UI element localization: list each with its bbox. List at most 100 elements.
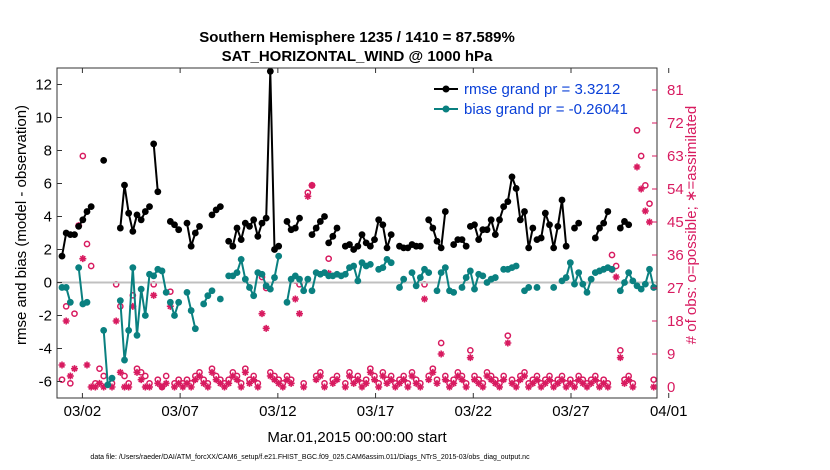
rmse-point — [146, 203, 153, 211]
rmse-point — [591, 234, 599, 242]
obs-assimilated-marker — [87, 383, 95, 391]
obs-assimilated-marker — [529, 379, 537, 387]
obs-assimilated-marker — [346, 372, 353, 380]
rmse-point — [308, 231, 316, 239]
bias-point — [208, 287, 216, 295]
obs-assimilated-marker — [262, 324, 270, 332]
obs-assimilated-marker — [229, 372, 237, 380]
x-axis-ticks: 03/02 03/07 03/12 03/17 03/22 03/27 04/01 — [64, 68, 687, 420]
bias-point — [350, 262, 358, 270]
obs-possible-marker — [66, 379, 74, 387]
obs-assimilated-marker — [550, 383, 558, 391]
bias-point — [183, 289, 191, 296]
bias-point — [116, 297, 124, 305]
bias-point — [296, 275, 303, 283]
bias-point — [246, 284, 253, 291]
bias-point — [158, 267, 166, 275]
obs-assimilated-marker — [433, 379, 441, 387]
obs-assimilated-marker — [633, 163, 641, 171]
rmse-point — [75, 223, 83, 230]
y-right-tick-label: 72 — [667, 115, 684, 132]
bias-point — [175, 298, 183, 306]
obs-assimilated-marker — [375, 383, 383, 391]
rmse-point — [137, 216, 145, 224]
obs-assimilated-marker — [196, 372, 203, 380]
obs-possible-marker — [608, 251, 616, 259]
obs-assimilated-marker — [558, 376, 566, 384]
y-tick-label: -6 — [39, 374, 52, 391]
bias-point — [150, 272, 158, 280]
obs-possible-marker — [633, 126, 641, 134]
rmse-point — [196, 223, 203, 230]
rmse-point — [291, 224, 299, 232]
rmse-point — [346, 241, 353, 248]
obs-assimilated-marker — [541, 379, 549, 387]
bias-point — [641, 280, 649, 288]
bias-point — [141, 312, 149, 319]
obs-assimilated-marker — [329, 379, 337, 387]
rmse-point — [258, 219, 266, 227]
obs-assimilated-marker — [354, 376, 362, 384]
rmse-point — [529, 224, 537, 232]
obs-assimilated-marker — [266, 372, 274, 380]
obs-assimilated-marker — [96, 379, 103, 387]
rmse-point — [79, 216, 87, 224]
rmse-point — [437, 244, 445, 252]
rmse-point — [321, 213, 328, 220]
rmse-point — [383, 244, 391, 252]
obs-assimilated-marker — [350, 379, 358, 387]
bias-point — [646, 265, 653, 273]
chart-title-line1: Southern Hemisphere 1235 / 1410 = 87.589… — [199, 29, 515, 46]
rmse-point — [475, 236, 483, 244]
obs-assimilated-marker — [525, 383, 533, 391]
bias-point — [387, 259, 395, 267]
bias-point — [308, 287, 316, 295]
rmse-point — [521, 208, 528, 215]
obs-assimilated-marker — [533, 376, 541, 384]
rmse-point — [575, 219, 583, 227]
obs-assimilated-marker — [79, 255, 87, 263]
bias-point — [137, 285, 145, 293]
rmse-point — [458, 236, 466, 244]
obs-possible-marker — [121, 372, 128, 380]
rmse-point — [246, 223, 253, 230]
bias-series-line — [119, 267, 151, 361]
rmse-point — [187, 242, 195, 250]
rmse-point — [229, 242, 237, 250]
legend-bias-label: bias grand pr = -0.26041 — [464, 101, 628, 118]
obs-assimilated-marker — [321, 383, 328, 391]
obs-assimilated-marker — [341, 383, 349, 391]
rmse-point — [537, 234, 545, 242]
rmse-point — [225, 237, 233, 245]
bias-point — [354, 277, 362, 285]
obs-assimilated-marker — [162, 379, 170, 387]
rmse-point — [191, 229, 199, 237]
bias-point — [83, 298, 91, 306]
obs-assimilated-marker — [621, 379, 628, 387]
rmse-point — [496, 216, 503, 224]
bias-point — [396, 284, 403, 291]
x-tick-label: 03/07 — [161, 403, 199, 420]
obs-possible-marker — [87, 262, 95, 270]
obs-assimilated-marker — [450, 379, 458, 387]
obs-count-markers — [58, 126, 658, 391]
obs-assimilated-marker — [279, 383, 287, 391]
obs-assimilated-marker — [521, 372, 528, 380]
legend-box — [432, 78, 652, 122]
y-tick-label: 0 — [44, 275, 52, 292]
obs-assimilated-marker — [454, 372, 462, 380]
obs-possible-marker — [162, 372, 170, 380]
y-right-tick-label: 54 — [667, 181, 684, 198]
rmse-series-line — [536, 199, 568, 249]
obs-assimilated-marker — [250, 376, 258, 384]
obs-assimilated-marker — [112, 317, 120, 325]
rmse-series-line — [469, 173, 534, 249]
bias-point — [437, 269, 445, 276]
rmse-point — [450, 241, 458, 248]
chart-title-line2: SAT_HORIZONTAL_WIND @ 1000 hPa — [222, 48, 493, 65]
rmse-series-line — [186, 222, 201, 247]
bias-point — [266, 285, 274, 293]
y-axis-ticks: -6 -4 -2 0 2 4 6 8 10 12 — [35, 77, 62, 391]
obs-possible-marker — [466, 346, 474, 354]
rmse-point — [600, 219, 608, 227]
